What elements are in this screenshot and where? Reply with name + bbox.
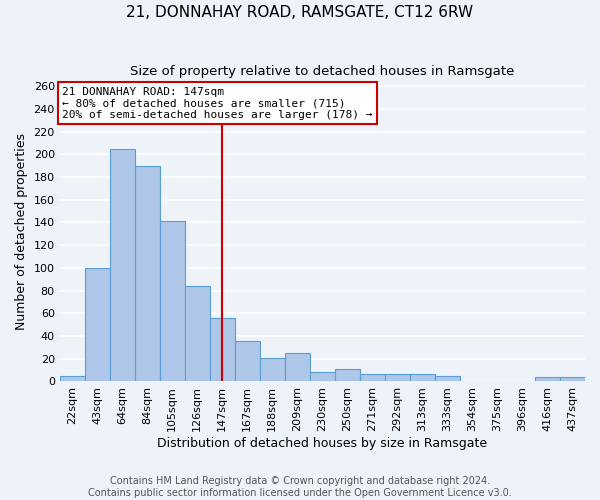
- Bar: [410, 374, 435, 382]
- Bar: [160, 222, 185, 382]
- Y-axis label: Number of detached properties: Number of detached properties: [15, 132, 28, 330]
- Title: Size of property relative to detached houses in Ramsgate: Size of property relative to detached ho…: [130, 65, 515, 78]
- Bar: [110, 148, 135, 382]
- Text: Contains HM Land Registry data © Crown copyright and database right 2024.
Contai: Contains HM Land Registry data © Crown c…: [88, 476, 512, 498]
- Bar: [310, 372, 335, 382]
- Bar: [560, 377, 585, 382]
- Bar: [260, 358, 285, 382]
- Bar: [135, 166, 160, 382]
- Bar: [59, 376, 85, 382]
- Bar: [385, 374, 410, 382]
- Bar: [360, 374, 385, 382]
- Bar: [210, 318, 235, 382]
- Bar: [85, 268, 110, 382]
- Bar: [235, 340, 260, 382]
- Bar: [435, 376, 460, 382]
- Bar: [285, 353, 310, 382]
- Bar: [335, 369, 360, 382]
- Text: 21 DONNAHAY ROAD: 147sqm
← 80% of detached houses are smaller (715)
20% of semi-: 21 DONNAHAY ROAD: 147sqm ← 80% of detach…: [62, 86, 373, 120]
- Bar: [185, 286, 210, 382]
- X-axis label: Distribution of detached houses by size in Ramsgate: Distribution of detached houses by size …: [157, 437, 487, 450]
- Bar: [535, 377, 560, 382]
- Text: 21, DONNAHAY ROAD, RAMSGATE, CT12 6RW: 21, DONNAHAY ROAD, RAMSGATE, CT12 6RW: [127, 5, 473, 20]
